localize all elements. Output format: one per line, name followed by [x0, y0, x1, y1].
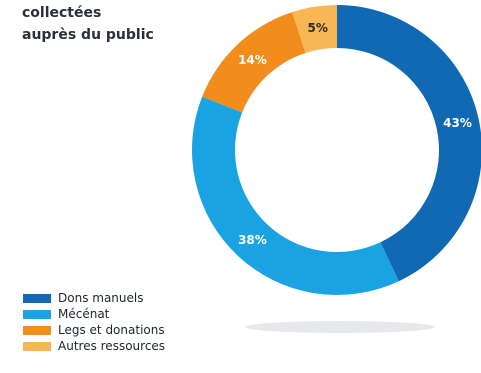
- legend-swatch-dons-manuels: [23, 293, 51, 303]
- legend-swatch-mecenat: [23, 309, 51, 319]
- title-line-1: collectées: [22, 5, 102, 21]
- title-line-2: auprès du public: [22, 27, 154, 43]
- legend-item-legs-donations: Legs et donations: [23, 322, 165, 338]
- legend-item-dons-manuels: Dons manuels: [23, 290, 165, 306]
- legend-label-mecenat: Mécénat: [58, 307, 110, 321]
- legend-item-autres-ressources: Autres ressources: [23, 338, 165, 354]
- chart-shadow: [245, 321, 435, 333]
- donut-slice-dons-manuels: [337, 5, 481, 282]
- donut-slice-mecenat: [191, 96, 399, 296]
- legend-swatch-autres-ressources: [23, 341, 51, 351]
- slice-label-legs-et-donations: 14%: [238, 53, 267, 67]
- slice-label-dons-manuels: 43%: [443, 116, 472, 130]
- donut-slice-autres-ressources: [292, 5, 337, 53]
- legend-label-legs-donations: Legs et donations: [58, 323, 165, 337]
- slice-label-autres-ressources: 5%: [307, 21, 327, 35]
- legend: Dons manuels Mécénat Legs et donations A…: [23, 290, 165, 354]
- chart-title: collectées auprès du public: [22, 2, 222, 46]
- legend-swatch-legs-donations: [23, 325, 51, 335]
- legend-label-dons-manuels: Dons manuels: [58, 291, 144, 305]
- slice-label-mecenat: 38%: [238, 233, 267, 247]
- legend-item-mecenat: Mécénat: [23, 306, 165, 322]
- donut-slice-legs-et-donations: [202, 12, 306, 113]
- legend-label-autres-ressources: Autres ressources: [58, 339, 166, 353]
